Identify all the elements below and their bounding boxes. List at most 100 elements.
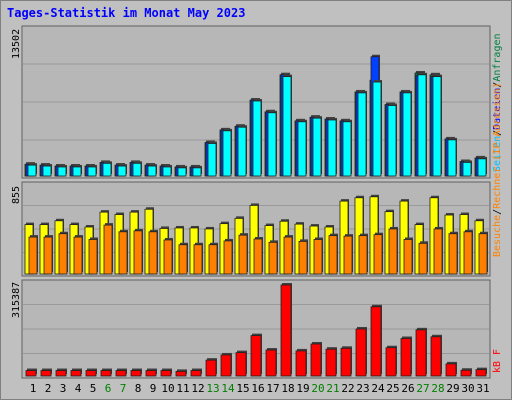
day-tick-label: 5 — [90, 382, 97, 395]
seiten-bar — [267, 110, 277, 177]
besuche-bar-body — [268, 241, 278, 275]
day-tick-label: 12 — [191, 382, 204, 395]
besuche-bar-body — [388, 228, 398, 275]
legend-dateien: Dateien — [492, 88, 503, 130]
seiten-bar — [207, 141, 217, 177]
kbf-bar-body — [460, 369, 472, 377]
legend-rechner: Rechner — [492, 167, 503, 209]
seiten-bar — [252, 99, 262, 177]
besuche-bar — [58, 231, 68, 275]
kbf-bar-body — [400, 338, 412, 377]
seiten-bar-body — [162, 166, 172, 177]
kbf-bar — [475, 367, 487, 377]
seiten-bar — [162, 164, 172, 177]
seiten-bar-body — [102, 162, 112, 177]
kbf-bar — [55, 368, 67, 377]
besuche-bar-body — [103, 224, 113, 275]
seiten-bar-body — [462, 162, 472, 177]
legend-sep-2: / — [492, 82, 503, 88]
seiten-bar-body — [297, 121, 307, 177]
kbf-bar-body — [250, 335, 262, 377]
day-tick-label: 10 — [161, 382, 174, 395]
day-tick-label: 27 — [416, 382, 429, 395]
kbf-bar-body — [370, 306, 382, 377]
bar-layer — [23, 54, 489, 377]
seiten-bar — [312, 116, 322, 177]
day-tick-label: 22 — [341, 382, 354, 395]
besuche-bar — [148, 229, 158, 275]
day-tick-label: 31 — [476, 382, 489, 395]
middle-ymax-label: 855 — [11, 186, 22, 204]
besuche-bar-body — [328, 235, 338, 275]
legend-sep-1: / — [492, 130, 503, 136]
besuche-bar-body — [163, 239, 173, 275]
day-tick-label: 28 — [431, 382, 444, 395]
kbf-bar-body — [310, 343, 322, 377]
kbf-bar-body — [130, 370, 142, 377]
seiten-bar-body — [387, 105, 397, 177]
kbf-bar — [445, 361, 457, 377]
kbf-bar-body — [100, 370, 112, 377]
besuche-bar — [238, 233, 248, 275]
besuche-bar — [358, 233, 368, 275]
besuche-bar — [88, 237, 98, 275]
kbf-bar-body — [235, 352, 247, 377]
kbf-bar-body — [280, 284, 292, 377]
day-tick-label: 18 — [281, 382, 294, 395]
besuche-bar-body — [208, 244, 218, 275]
kbf-bar — [400, 336, 412, 377]
kbf-bar — [235, 350, 247, 377]
besuche-bar — [103, 223, 113, 275]
besuche-bar-body — [133, 230, 143, 275]
seiten-bar-body — [447, 139, 457, 177]
besuche-bar-body — [463, 231, 473, 275]
seiten-bar-body — [57, 166, 67, 177]
seiten-bar — [102, 161, 112, 177]
seiten-bar-body — [372, 81, 382, 177]
besuche-bar — [118, 229, 128, 275]
besuche-bar-body — [403, 239, 413, 275]
seiten-bar — [282, 74, 292, 177]
kbf-bar — [340, 346, 352, 377]
day-tick-label: 23 — [356, 382, 369, 395]
seiten-bar-body — [72, 166, 82, 177]
kbf-bar-body — [55, 370, 67, 377]
kbf-bar-body — [145, 370, 157, 377]
seiten-bar — [72, 164, 82, 177]
kbf-bar-body — [25, 370, 37, 377]
day-tick-label: 21 — [326, 382, 339, 395]
legend-sep-3: / — [492, 209, 503, 215]
kbf-bar — [310, 341, 322, 377]
kbf-bar-body — [70, 370, 82, 377]
day-tick-label: 11 — [176, 382, 189, 395]
kbf-bar-body — [160, 370, 172, 377]
seiten-bar-body — [402, 92, 412, 177]
kbf-bar — [205, 358, 217, 377]
kbf-bar — [160, 368, 172, 377]
seiten-bar — [237, 125, 247, 177]
besuche-bar — [253, 236, 263, 275]
day-tick-label: 15 — [236, 382, 249, 395]
besuche-bar-body — [238, 234, 248, 275]
kbf-bar — [130, 368, 142, 377]
seiten-bar — [432, 74, 442, 177]
legend-ip: (IP-Adressen) — [492, 82, 503, 160]
kbf-bar — [40, 368, 52, 377]
seiten-bar-body — [477, 158, 487, 177]
besuche-bar-body — [253, 238, 263, 275]
besuche-bar-body — [193, 244, 203, 275]
day-tick-labels: 1 2 3 4 5 6 7 8 9 10 11 12 13 14 15 16 17 18 19 20 21 22 23 24 2… — [30, 382, 490, 395]
kbf-bar-body — [115, 370, 127, 377]
seiten-bar — [147, 164, 157, 177]
kbf-bar — [70, 368, 82, 377]
kbf-bar — [265, 348, 277, 377]
middle-legend: Besuche/Rechner (IP-Adressen) — [492, 82, 503, 257]
day-tick-label: 8 — [135, 382, 142, 395]
seiten-bar — [387, 103, 397, 177]
legend-anfragen: Anfragen — [492, 33, 503, 81]
besuche-bar-body — [43, 236, 53, 275]
seiten-bar — [402, 90, 412, 177]
seiten-bar — [192, 165, 202, 177]
day-tick-label: 26 — [401, 382, 414, 395]
seiten-bar — [477, 156, 487, 177]
